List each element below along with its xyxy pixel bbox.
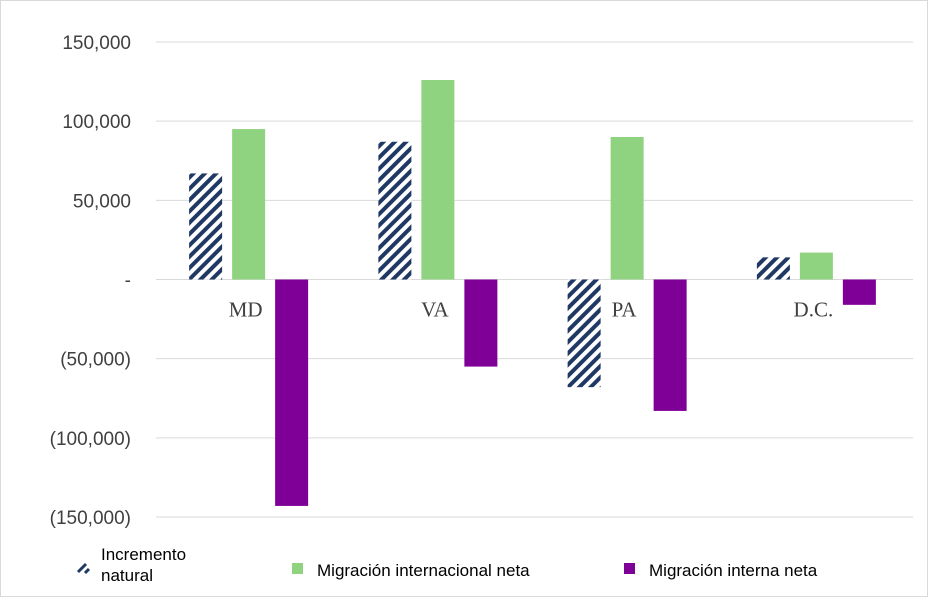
x-tick-label: MD xyxy=(229,298,263,322)
x-axis-ticks: MD VA PA D.C. xyxy=(229,298,834,322)
bar-3-dc xyxy=(842,279,876,305)
y-axis-ticks: 150,000 100,000 50,000 - (50,000) (100,000) (1… xyxy=(50,33,131,529)
y-tick-label: 150,000 xyxy=(62,33,131,54)
y-tick-label: (100,000) xyxy=(50,429,131,450)
legend-key-incremento-natural xyxy=(76,562,88,574)
x-tick-label: PA xyxy=(612,298,638,322)
legend-label-3: Migración interna neta xyxy=(649,561,818,580)
y-tick-label: (150,000) xyxy=(50,508,131,529)
x-tick-label: VA xyxy=(421,298,449,322)
gridlines xyxy=(156,41,913,518)
y-tick-label: 50,000 xyxy=(73,191,131,212)
y-tick-label: (50,000) xyxy=(60,350,131,371)
bar-3-pa xyxy=(653,279,687,411)
legend-key-3 xyxy=(624,563,635,574)
bar-1-dc xyxy=(756,257,790,280)
x-tick-label: D.C. xyxy=(794,298,834,322)
bar-1-pa xyxy=(567,279,601,388)
bar-2-va xyxy=(421,80,455,280)
y-tick-label: - xyxy=(125,271,131,292)
bar-3-md xyxy=(275,279,309,506)
bar-1-md xyxy=(189,173,223,280)
bar-2-dc xyxy=(799,252,833,280)
y-tick-label: 100,000 xyxy=(62,112,131,133)
bar-1-va xyxy=(378,141,412,280)
legend-label-1: Incremento natural xyxy=(101,545,186,585)
bars xyxy=(189,80,876,506)
bar-2-md xyxy=(232,129,266,280)
legend-key-incremento-natural-part xyxy=(83,567,91,575)
legend-key-2 xyxy=(292,563,303,574)
bar-3-va xyxy=(464,279,498,367)
legend: Incremento natural Migración internacional… xyxy=(76,545,818,585)
legend-label-2: Migración internacional neta xyxy=(317,561,530,580)
bar-2-pa xyxy=(610,137,644,280)
